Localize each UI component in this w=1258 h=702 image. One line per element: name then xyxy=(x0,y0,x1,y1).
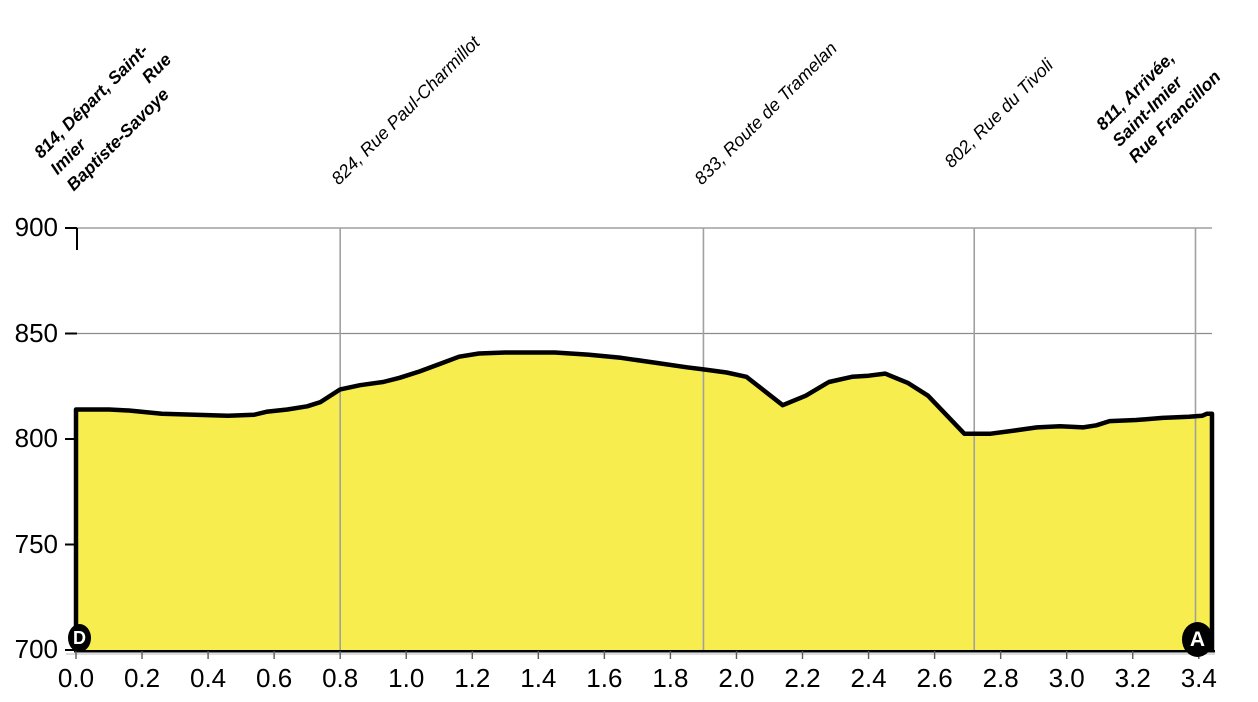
x-axis-tick-label: 1.2 xyxy=(454,663,491,693)
x-axis-tick-label: 1.6 xyxy=(586,663,623,693)
elevation-area xyxy=(76,352,1212,650)
x-axis-tick-label: 3.2 xyxy=(1114,663,1151,693)
x-axis-tick-label: 0.0 xyxy=(57,663,95,693)
x-axis-tick-label: 3.0 xyxy=(1048,663,1085,693)
x-axis-tick-label: 0.2 xyxy=(123,663,161,693)
y-axis-tick-label: 850 xyxy=(14,317,58,348)
y-axis-tick-label: 700 xyxy=(14,634,58,664)
y-axis-tick-label: 750 xyxy=(14,528,58,559)
y-axis-tick-label: 800 xyxy=(14,423,58,453)
x-axis-tick-label: 0.4 xyxy=(190,663,227,693)
x-axis-tick-label: 2.4 xyxy=(850,663,887,693)
x-axis-tick-label: 2.6 xyxy=(916,663,953,693)
elevation-profile-line xyxy=(73,350,1215,650)
x-axis-tick-label: 2.0 xyxy=(718,663,755,693)
x-axis-tick-label: 0.8 xyxy=(322,663,359,693)
x-axis-tick-label: 0.6 xyxy=(256,663,293,693)
x-axis-tick-label: 2.2 xyxy=(784,663,821,693)
y-axis-tick-label: 900 xyxy=(14,212,58,242)
x-axis-tick-label: 1.4 xyxy=(520,663,557,693)
arrivee-marker: A xyxy=(1182,622,1213,657)
x-axis-tick-label: 1.0 xyxy=(388,663,425,693)
depart-marker: D xyxy=(68,624,91,652)
x-axis-tick-label: 2.8 xyxy=(982,663,1019,693)
x-axis-tick-label: 3.4 xyxy=(1180,663,1217,693)
x-axis-tick-label: 1.8 xyxy=(652,663,689,693)
